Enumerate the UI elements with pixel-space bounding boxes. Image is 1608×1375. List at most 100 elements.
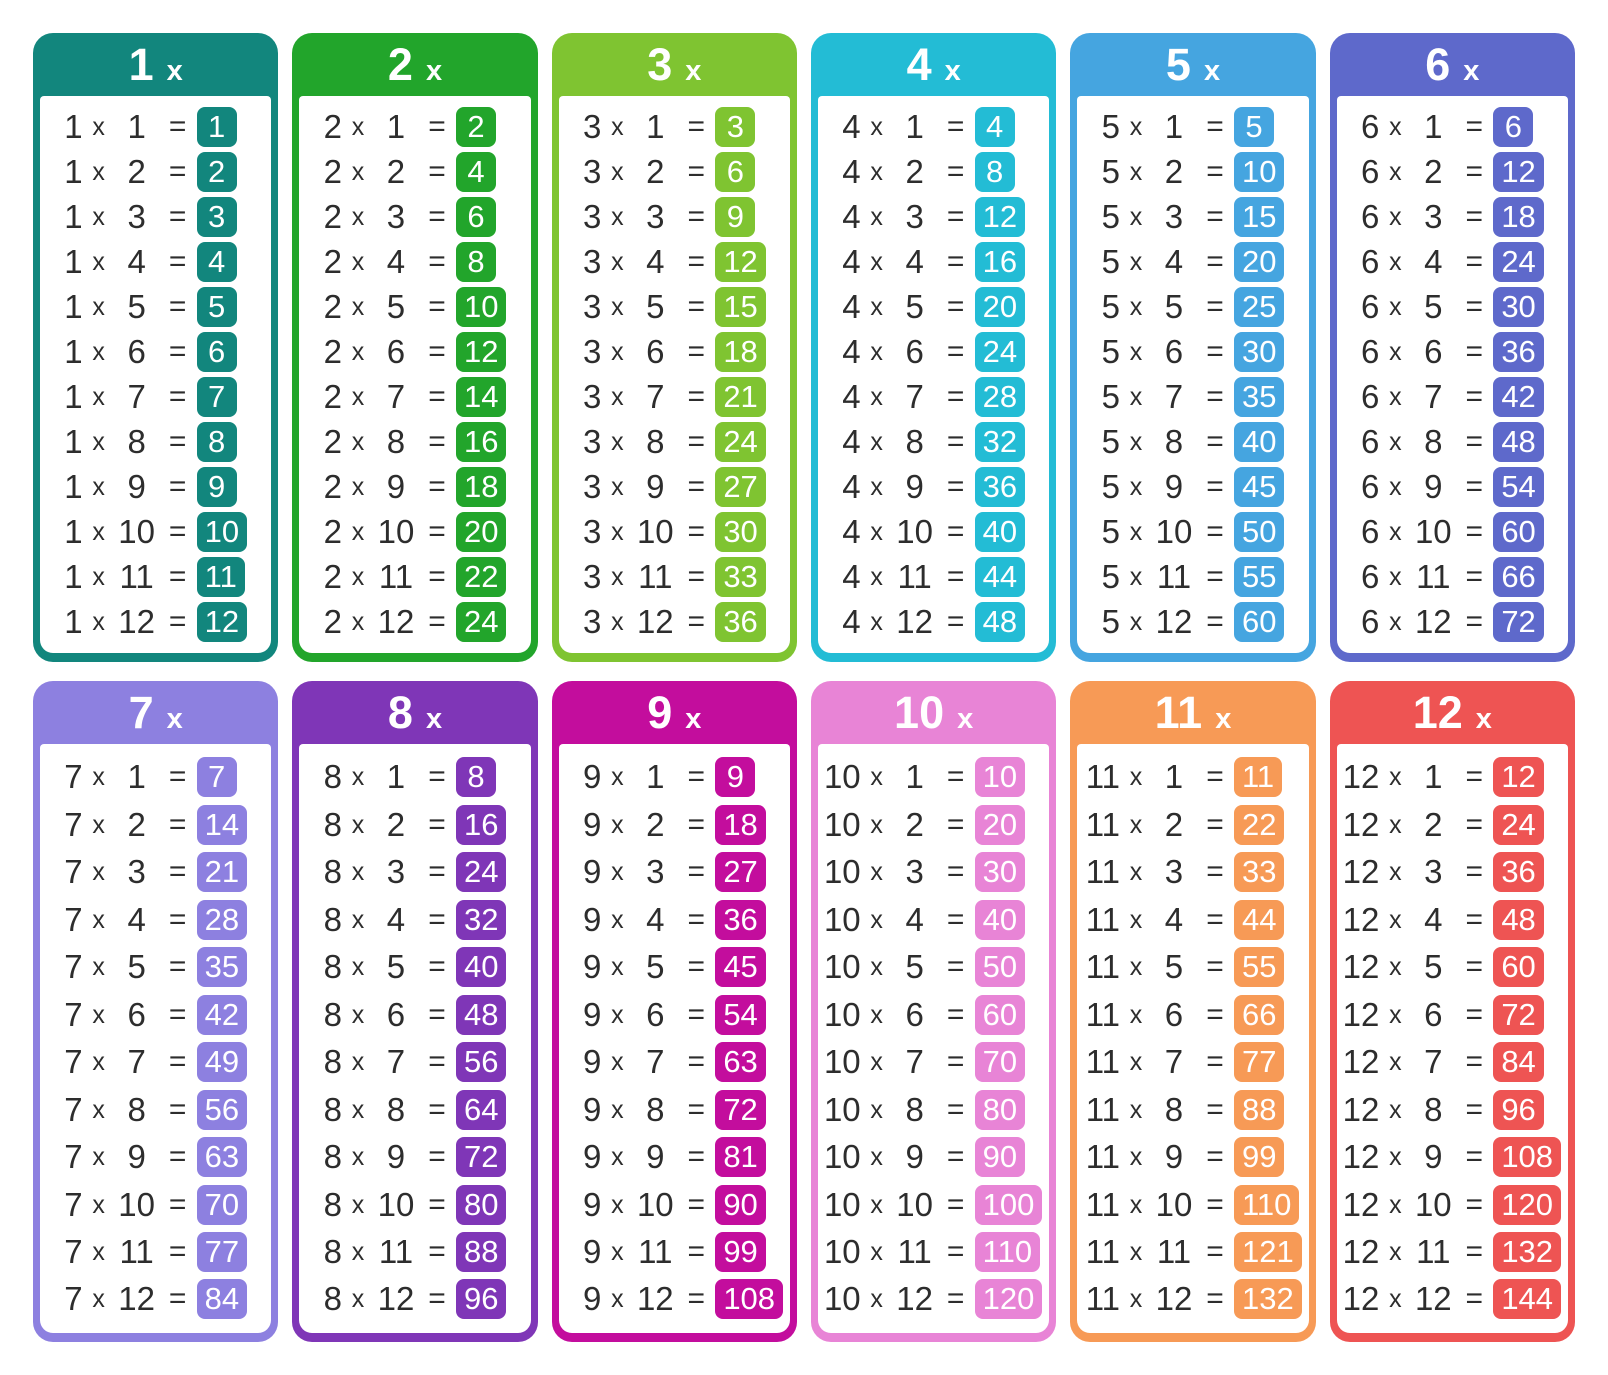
multiply-symbol: x [611, 383, 624, 411]
factor-b: 1 [386, 108, 406, 145]
multiply-symbol: x [870, 338, 883, 366]
equals-symbol: = [687, 515, 706, 548]
equation-row: 9 x 9 = 81 [559, 1137, 789, 1178]
product-badge: 22 [455, 557, 507, 597]
multiply-symbol: x [1389, 473, 1402, 501]
factor-a: 12 [1342, 1280, 1380, 1318]
product-badge-cell: 80 [455, 1184, 530, 1225]
equation-row: 2 x 8 = 16 [300, 422, 530, 462]
times-table-card-12x: 12 x 12 x 1 = 12 12 x 2 = 24 12 x 3 = 36 12 x 4 = 48 12 x 5 = 60… [1329, 681, 1575, 1342]
equation-row: 4 x 3 = 12 [819, 197, 1049, 237]
equals-symbol: = [428, 605, 446, 638]
factor-a: 5 [1101, 153, 1120, 190]
equation-row: 3 x 8 = 24 [559, 422, 789, 462]
equals-symbol: = [168, 1234, 187, 1268]
factor-a: 9 [582, 758, 602, 796]
product-badge-cell: 32 [455, 899, 530, 940]
equals-symbol: = [946, 155, 965, 188]
factor-a: 1 [64, 378, 83, 415]
equals-symbol: = [168, 1282, 187, 1316]
factor-b: 12 [118, 603, 156, 640]
product-badge-cell: 84 [196, 1279, 271, 1320]
multiply-symbol: x [870, 1190, 883, 1219]
factor-a: 7 [64, 1232, 83, 1270]
equation-row: 6 x 11 = 66 [1337, 557, 1567, 597]
factor-b: 10 [377, 513, 415, 550]
product-badge: 49 [196, 1042, 248, 1083]
factor-a: 1 [64, 153, 83, 190]
product-badge: 60 [1233, 602, 1285, 642]
equation-row: 11 x 8 = 88 [1078, 1089, 1308, 1130]
product-badge-cell: 21 [196, 852, 271, 893]
equals-symbol: = [946, 1045, 965, 1079]
product-badge: 16 [455, 422, 507, 462]
product-badge-cell: 6 [455, 197, 530, 237]
equation-row: 7 x 10 = 70 [41, 1184, 271, 1225]
product-badge-cell: 5 [1233, 107, 1308, 147]
product-badge-cell: 6 [196, 332, 271, 372]
factor-b: 9 [1424, 1138, 1443, 1176]
multiply-symbol: x [1129, 383, 1143, 411]
times-table-card-10x: 10 x 10 x 1 = 10 10 x 2 = 20 10 x 3 = 30 10 x 4 = 40 10 x 5 = 50… [810, 681, 1057, 1342]
multiply-symbol: x [351, 1285, 365, 1314]
product-badge: 132 [1493, 1231, 1562, 1272]
equals-symbol: = [946, 760, 965, 794]
product-badge: 77 [196, 1231, 248, 1272]
factor-a: 6 [1360, 378, 1380, 415]
equation-row: 7 x 3 = 21 [41, 852, 271, 893]
factor-a: 2 [323, 198, 342, 235]
card-title-number: 1 [128, 39, 154, 90]
factor-a: 12 [1342, 853, 1380, 891]
equation-row: 8 x 5 = 40 [300, 947, 530, 988]
equation-row: 6 x 10 = 60 [1337, 512, 1567, 552]
factor-b: 4 [905, 900, 924, 938]
factor-b: 6 [646, 333, 665, 370]
times-table-card-9x: 9 x 9 x 1 = 9 9 x 2 = 18 9 x 3 = 27 9 x 4 = 36 9 x 5 = 45 9 x 6 = 54 9… [551, 681, 797, 1342]
factor-a: 2 [323, 423, 342, 460]
multiply-symbol: x [351, 1000, 365, 1029]
equation-row: 4 x 12 = 48 [819, 602, 1049, 642]
card-body: 2 x 1 = 2 2 x 2 = 4 2 x 3 = 6 2 x 4 = 8 2 x 5 = 10 2 x 6 = 12 2 x 7 = 14 2 x… [299, 96, 531, 653]
product-badge: 56 [455, 1042, 507, 1083]
card-title-number: 9 [647, 687, 673, 738]
product-badge: 32 [974, 422, 1026, 462]
card-body: 12 x 1 = 12 12 x 2 = 24 12 x 3 = 36 12 x 4 = 48 12 x 5 = 60 12 x 6 =… [1336, 744, 1568, 1333]
factor-b: 6 [1424, 995, 1443, 1033]
factor-a: 11 [1085, 1232, 1120, 1270]
factor-a: 3 [582, 603, 602, 640]
multiply-symbol: x [92, 1095, 105, 1124]
equals-symbol: = [168, 515, 187, 548]
card-body: 3 x 1 = 3 3 x 2 = 6 3 x 3 = 9 3 x 4 = 12 3 x 5 = 15 3 x 6 = 18 3 x 7 = 21 3… [558, 96, 790, 653]
factor-a: 2 [323, 468, 342, 505]
factor-b: 8 [1424, 1090, 1443, 1128]
factor-a: 11 [1085, 1138, 1120, 1176]
equation-row: 3 x 10 = 30 [559, 512, 789, 552]
multiply-symbol: x [351, 858, 365, 887]
equation-row: 10 x 3 = 30 [819, 852, 1049, 893]
product-badge-cell: 11 [1233, 757, 1308, 798]
equation-row: 6 x 5 = 30 [1337, 287, 1567, 327]
factor-b: 8 [646, 1090, 665, 1128]
factor-a: 3 [582, 108, 602, 145]
multiply-symbol: x [1389, 1190, 1402, 1219]
product-badge-cell: 28 [974, 377, 1049, 417]
factor-a: 8 [323, 1043, 342, 1081]
factor-b: 5 [1424, 288, 1443, 325]
multiply-symbol: x [351, 203, 365, 231]
product-badge: 84 [196, 1279, 248, 1320]
multiply-symbol: x [1389, 1048, 1402, 1077]
factor-a: 10 [823, 948, 861, 986]
product-badge-cell: 5 [196, 287, 271, 327]
equation-row: 6 x 8 = 48 [1337, 422, 1567, 462]
factor-a: 10 [823, 1185, 861, 1223]
equals-symbol: = [428, 335, 446, 368]
factor-a: 2 [323, 558, 342, 595]
product-badge: 36 [715, 899, 766, 940]
equation-row: 5 x 1 = 5 [1078, 107, 1308, 147]
card-title-number: 8 [387, 687, 413, 738]
product-badge-cell: 24 [974, 332, 1049, 372]
factor-b: 7 [1424, 378, 1443, 415]
factor-a: 9 [582, 853, 602, 891]
multiply-symbol: x [92, 563, 105, 591]
factor-b: 10 [1155, 1185, 1193, 1223]
